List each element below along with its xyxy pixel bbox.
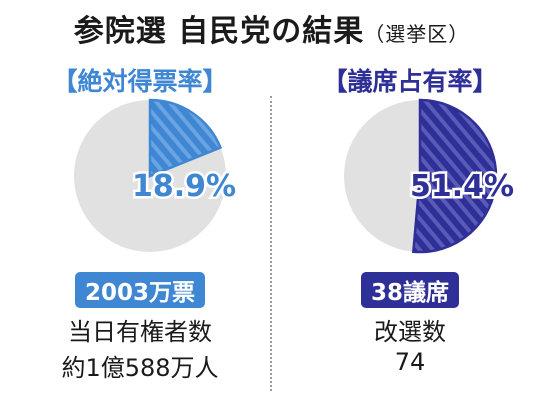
contested-seats-label: 改選数 — [374, 318, 446, 346]
contested-seats-value: 74 — [394, 348, 426, 376]
vote-share-panel: 【絶対得票率】 18.9% 2003万票 当日有権者数 約1億588万人 — [20, 56, 260, 396]
vote-share-main-slice — [148, 98, 223, 178]
vote-count-badge: 2003万票 — [74, 272, 206, 308]
chart-title: 参院選 自民党の結果（選挙区） — [0, 6, 543, 50]
seat-share-pie: 51.4% — [344, 98, 517, 254]
panel-divider — [270, 96, 272, 391]
seat-share-percent-label: 51.4% — [410, 169, 514, 204]
electorate-label: 当日有権者数 — [68, 318, 212, 346]
vote-share-pie: 18.9% — [74, 98, 239, 252]
electorate-value: 約1億588万人 — [61, 354, 219, 382]
title-main: 参院選 自民党の結果 — [73, 14, 365, 49]
title-sub: （選挙区） — [364, 22, 470, 46]
seat-share-panel: 【議席占有率】 51.4% 38議席 改選数 74 — [290, 56, 530, 396]
seat-count-badge: 38議席 — [360, 272, 460, 308]
seat-share-main-slice — [411, 98, 498, 254]
vote-share-heading: 【絶対得票率】 — [52, 67, 228, 96]
vote-share-percent-label: 18.9% — [132, 169, 236, 204]
seat-share-heading: 【議席占有率】 — [322, 67, 498, 96]
